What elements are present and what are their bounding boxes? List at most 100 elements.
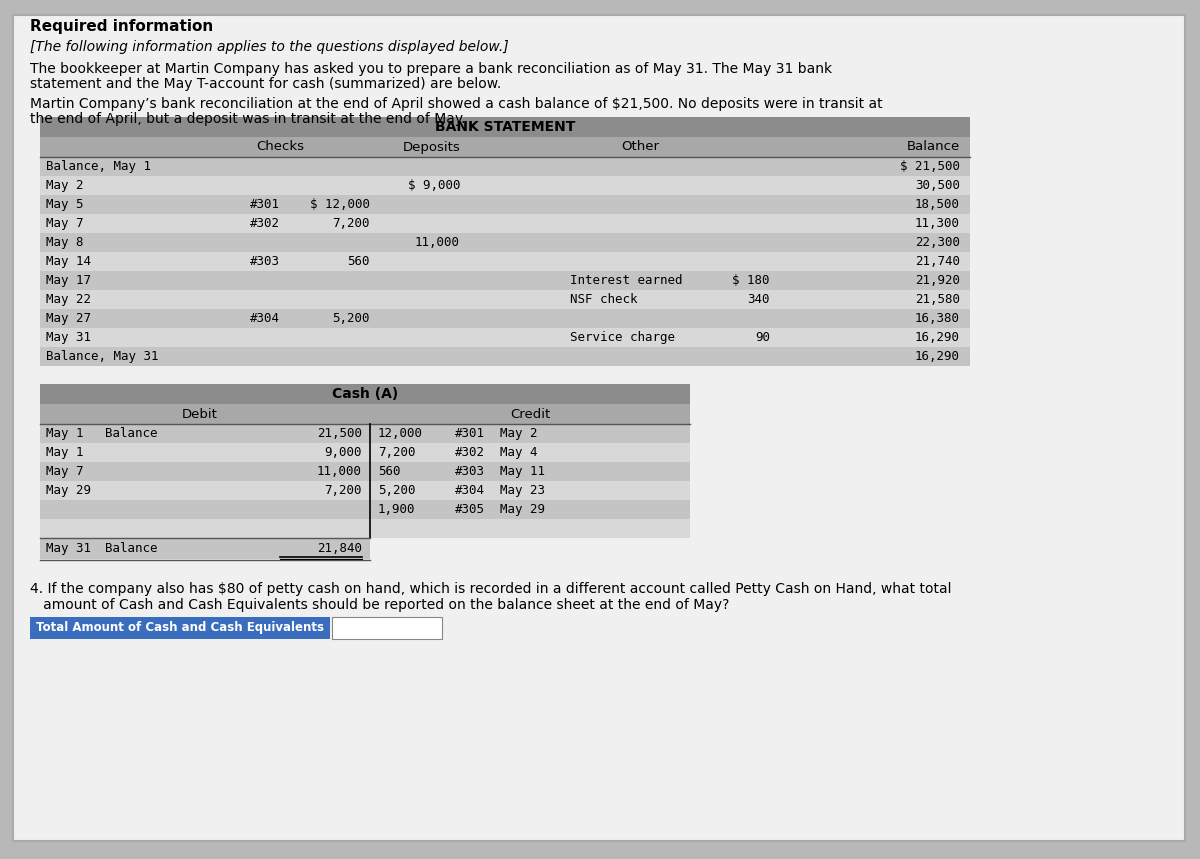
Text: 16,380: 16,380 [916,312,960,325]
Text: May 4: May 4 [500,446,538,459]
Text: 90: 90 [755,331,770,344]
Text: Interest earned: Interest earned [570,274,683,287]
Text: Balance: Balance [907,141,960,154]
Text: Credit: Credit [510,407,550,421]
Bar [40,214,970,233]
Text: 22,300: 22,300 [916,236,960,249]
Bar [40,290,970,309]
Text: 16,290: 16,290 [916,350,960,363]
Bar [40,309,970,328]
Text: The bookkeeper at Martin Company has asked you to prepare a bank reconciliation : The bookkeeper at Martin Company has ask… [30,62,832,76]
Text: 11,300: 11,300 [916,217,960,230]
Text: Balance: Balance [106,427,157,440]
Bar [40,271,970,290]
Text: [The following information applies to the questions displayed below.]: [The following information applies to th… [30,40,509,54]
Text: 12,000: 12,000 [378,427,424,440]
Bar [40,195,970,214]
Bar [40,462,690,481]
Text: BANK STATEMENT: BANK STATEMENT [434,120,575,134]
Text: 5,200: 5,200 [378,484,415,497]
Text: May 23: May 23 [500,484,545,497]
Text: 21,920: 21,920 [916,274,960,287]
Text: May 5: May 5 [46,198,84,211]
Text: 30,500: 30,500 [916,179,960,192]
Text: 21,840: 21,840 [317,542,362,555]
Text: Other: Other [622,141,659,154]
Text: amount of Cash and Cash Equivalents should be reported on the balance sheet at t: amount of Cash and Cash Equivalents shou… [30,598,730,612]
Text: May 1: May 1 [46,446,84,459]
Text: May 7: May 7 [46,217,84,230]
Text: 21,500: 21,500 [317,427,362,440]
Bar [40,328,970,347]
Text: 340: 340 [748,293,770,306]
Text: Balance, May 31: Balance, May 31 [46,350,158,363]
Text: Checks: Checks [256,141,304,154]
Text: 7,200: 7,200 [324,484,362,497]
Text: #302: #302 [455,446,485,459]
Text: May 29: May 29 [46,484,91,497]
Text: statement and the May T-account for cash (summarized) are below.: statement and the May T-account for cash… [30,77,502,91]
Text: May 31: May 31 [46,542,91,555]
Bar [40,481,690,500]
Text: Service charge: Service charge [570,331,674,344]
Text: 7,200: 7,200 [378,446,415,459]
Text: 21,580: 21,580 [916,293,960,306]
Bar [40,384,690,404]
Bar [40,233,970,252]
Text: 16,290: 16,290 [916,331,960,344]
Bar [40,404,690,424]
Text: 11,000: 11,000 [415,236,460,249]
Text: 11,000: 11,000 [317,465,362,478]
Text: May 8: May 8 [46,236,84,249]
Text: May 1: May 1 [46,427,84,440]
Bar [40,157,970,176]
Text: May 7: May 7 [46,465,84,478]
Text: May 2: May 2 [46,179,84,192]
Text: Martin Company’s bank reconciliation at the end of April showed a cash balance o: Martin Company’s bank reconciliation at … [30,97,883,111]
Text: $ 21,500: $ 21,500 [900,160,960,173]
Text: May 11: May 11 [500,465,545,478]
Text: Total Amount of Cash and Cash Equivalents: Total Amount of Cash and Cash Equivalent… [36,622,324,635]
Text: $ 12,000: $ 12,000 [310,198,370,211]
Text: Deposits: Deposits [402,141,460,154]
Bar [40,252,970,271]
Text: 560: 560 [378,465,401,478]
Bar [40,538,370,559]
Bar [332,617,442,639]
Bar [40,424,690,443]
Text: the end of April, but a deposit was in transit at the end of May.: the end of April, but a deposit was in t… [30,112,466,126]
Text: Balance, May 1: Balance, May 1 [46,160,151,173]
Text: #304: #304 [455,484,485,497]
Text: Cash (A): Cash (A) [332,387,398,401]
Bar [40,176,970,195]
Text: Balance: Balance [106,542,157,555]
Text: 18,500: 18,500 [916,198,960,211]
Text: 7,200: 7,200 [332,217,370,230]
Text: #301: #301 [250,198,280,211]
Text: 4. If the company also has $80 of petty cash on hand, which is recorded in a dif: 4. If the company also has $80 of petty … [30,582,952,596]
Text: 21,740: 21,740 [916,255,960,268]
Text: #305: #305 [455,503,485,516]
Text: $ 180: $ 180 [732,274,770,287]
Bar [30,617,330,639]
Text: May 31: May 31 [46,331,91,344]
Text: 9,000: 9,000 [324,446,362,459]
Text: #301: #301 [455,427,485,440]
Text: May 2: May 2 [500,427,538,440]
Text: 5,200: 5,200 [332,312,370,325]
Text: $ 9,000: $ 9,000 [408,179,460,192]
Bar [40,443,690,462]
Text: May 14: May 14 [46,255,91,268]
Text: May 22: May 22 [46,293,91,306]
Text: Debit: Debit [182,407,218,421]
Text: #303: #303 [455,465,485,478]
Text: #304: #304 [250,312,280,325]
Bar [40,137,970,157]
Text: NSF check: NSF check [570,293,637,306]
Text: 560: 560 [348,255,370,268]
Text: #303: #303 [250,255,280,268]
Bar [40,347,970,366]
Bar [40,117,970,137]
Text: 1,900: 1,900 [378,503,415,516]
Bar [40,519,690,538]
